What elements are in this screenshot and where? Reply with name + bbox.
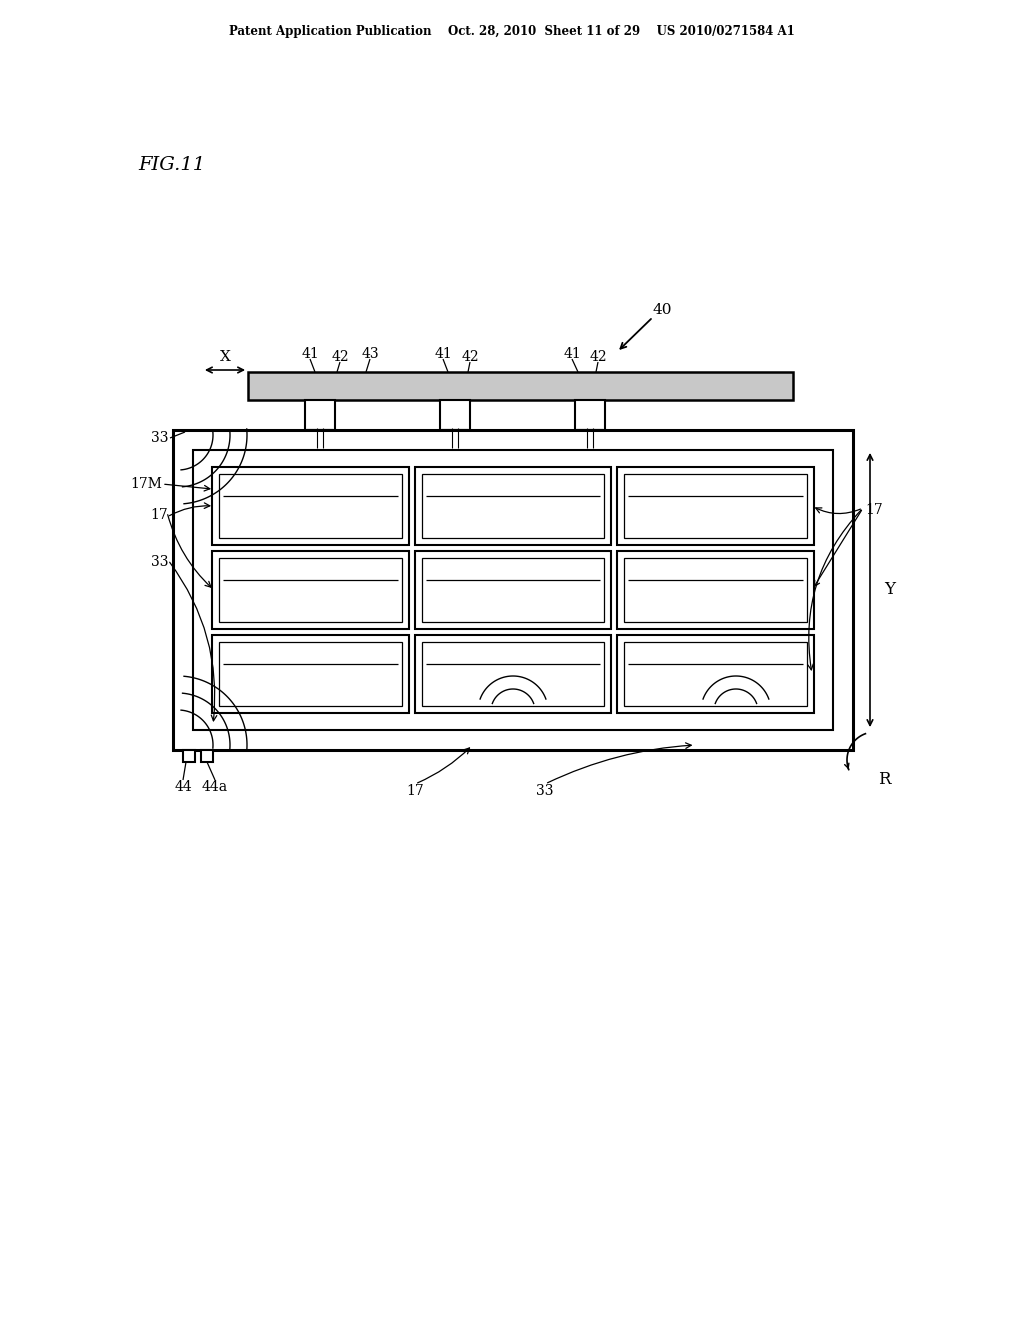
Text: Patent Application Publication    Oct. 28, 2010  Sheet 11 of 29    US 2010/02715: Patent Application Publication Oct. 28, … [229, 25, 795, 38]
Text: FIG.11: FIG.11 [138, 156, 205, 174]
Text: 41: 41 [301, 347, 318, 360]
Text: 17: 17 [151, 508, 168, 521]
Bar [617, 467, 814, 545]
Text: 17: 17 [865, 503, 883, 517]
Bar [212, 550, 409, 630]
Text: 41: 41 [563, 347, 581, 360]
Bar [201, 750, 213, 762]
Text: 40: 40 [652, 304, 672, 317]
Text: 42: 42 [331, 350, 349, 364]
Bar [305, 400, 335, 430]
Text: 44: 44 [174, 780, 191, 795]
Text: 33: 33 [537, 784, 554, 799]
Bar [248, 372, 793, 400]
Text: 44a: 44a [202, 780, 228, 795]
Text: 33: 33 [151, 432, 168, 445]
Bar [219, 474, 401, 539]
Bar [422, 474, 604, 539]
Bar [415, 550, 611, 630]
Bar [415, 635, 611, 713]
Text: R: R [878, 771, 891, 788]
Bar [575, 400, 605, 430]
Bar [617, 635, 814, 713]
Bar [212, 467, 409, 545]
Bar [625, 474, 807, 539]
Bar [578, 430, 602, 447]
Text: X: X [219, 350, 230, 364]
Bar [193, 450, 833, 730]
Text: 42: 42 [461, 350, 479, 364]
Bar [212, 635, 409, 713]
Text: 41: 41 [434, 347, 452, 360]
Bar [415, 467, 611, 545]
Text: 43: 43 [361, 347, 379, 360]
Bar [173, 430, 853, 750]
Bar [308, 430, 332, 447]
Text: 42: 42 [589, 350, 607, 364]
Bar [617, 550, 814, 630]
Text: 17: 17 [407, 784, 424, 799]
Bar [443, 430, 467, 447]
Text: 33: 33 [151, 554, 168, 569]
Bar [219, 558, 401, 622]
Bar [440, 400, 470, 430]
Bar [625, 558, 807, 622]
Bar [625, 642, 807, 706]
Text: Y: Y [884, 582, 895, 598]
Bar [183, 750, 195, 762]
Bar [422, 558, 604, 622]
Bar [219, 642, 401, 706]
Text: 17M: 17M [130, 477, 162, 491]
Bar [422, 642, 604, 706]
